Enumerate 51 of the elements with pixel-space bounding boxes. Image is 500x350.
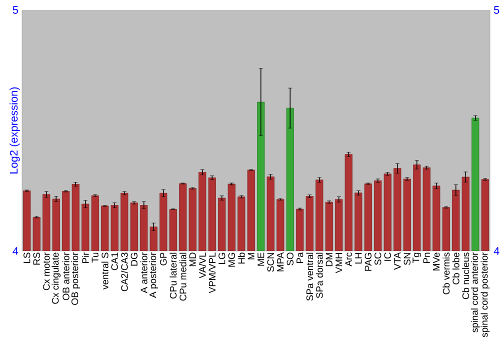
x-tick-label: OB anterior bbox=[62, 252, 70, 300]
x-tick-label: SN bbox=[404, 252, 410, 265]
x-tick-label: VMH bbox=[336, 252, 342, 274]
x-tick-label: ME bbox=[258, 252, 264, 266]
x-tick-label: DM bbox=[326, 252, 332, 266]
x-tick-label: DG bbox=[130, 252, 138, 266]
x-tick-label: Hb bbox=[238, 252, 245, 264]
x-tick-label: SPa dorsal bbox=[316, 252, 323, 298]
x-tick-label: Cb lobe bbox=[452, 252, 460, 284]
x-tick-label: IC bbox=[384, 252, 391, 261]
x-tick-label: M bbox=[248, 252, 254, 260]
x-tick-label: Tu bbox=[92, 252, 98, 263]
y-axis-title: Log2 (expression) bbox=[10, 87, 20, 174]
x-tick-label: ventral S bbox=[101, 252, 108, 290]
y2-tick-label: 4 bbox=[494, 247, 500, 255]
x-tick-label: SC bbox=[374, 252, 382, 265]
x-tick-label: Cb vermis bbox=[442, 252, 450, 294]
x-tick-label: PAG bbox=[364, 252, 372, 271]
x-tick-label: RS bbox=[33, 252, 40, 265]
x-tick-label: VTA bbox=[394, 252, 401, 270]
x-tick-label: SPa ventral bbox=[306, 252, 314, 301]
x-tick-label: VPM/VPL bbox=[208, 252, 216, 294]
x-tick-label: A posterior bbox=[149, 252, 158, 298]
x-tick-label: Cx motor bbox=[43, 252, 50, 290]
x-tick-label: MG bbox=[228, 252, 235, 267]
x-tick-label: Arc bbox=[345, 252, 352, 266]
x-tick-label: Pn bbox=[423, 252, 430, 263]
x-tick-label: LH bbox=[355, 252, 362, 264]
x-tick-label: SCN bbox=[267, 252, 274, 272]
x-tick-label: GP bbox=[160, 252, 167, 266]
x-tick-label: spinal cord posterior bbox=[480, 252, 490, 338]
x-tick-label: Pa bbox=[296, 252, 304, 263]
x-tick-label: MPA bbox=[277, 252, 284, 272]
x-tick-label: CPu medial bbox=[179, 252, 186, 301]
x-tick-label: CA1 bbox=[111, 252, 118, 270]
x-tick-label: OB posterior bbox=[71, 252, 80, 305]
x-tick-label: A anterior bbox=[140, 252, 148, 294]
x-tick-label: MD bbox=[189, 252, 196, 266]
x-tick-label: CA2/CA3 bbox=[120, 252, 128, 292]
x-tick-label: MVe bbox=[433, 252, 440, 270]
x-tick-label: SO bbox=[286, 252, 294, 266]
x-tick-label: Cb nucleus bbox=[462, 252, 470, 300]
x-tick-label: LG bbox=[218, 252, 226, 264]
y2-tick-label: 5 bbox=[494, 6, 500, 14]
x-tick-label: CPu lateral bbox=[170, 252, 177, 299]
x-tick-label: spinal cord anterior bbox=[470, 252, 480, 332]
x-tick-label: Cx cingulate bbox=[52, 252, 61, 304]
x-tick-label: LS bbox=[24, 252, 30, 263]
x-tick-label: Pir bbox=[82, 252, 89, 263]
x-tick-label: Tg bbox=[412, 252, 422, 264]
x-tick-label: VA/VL bbox=[198, 252, 206, 278]
